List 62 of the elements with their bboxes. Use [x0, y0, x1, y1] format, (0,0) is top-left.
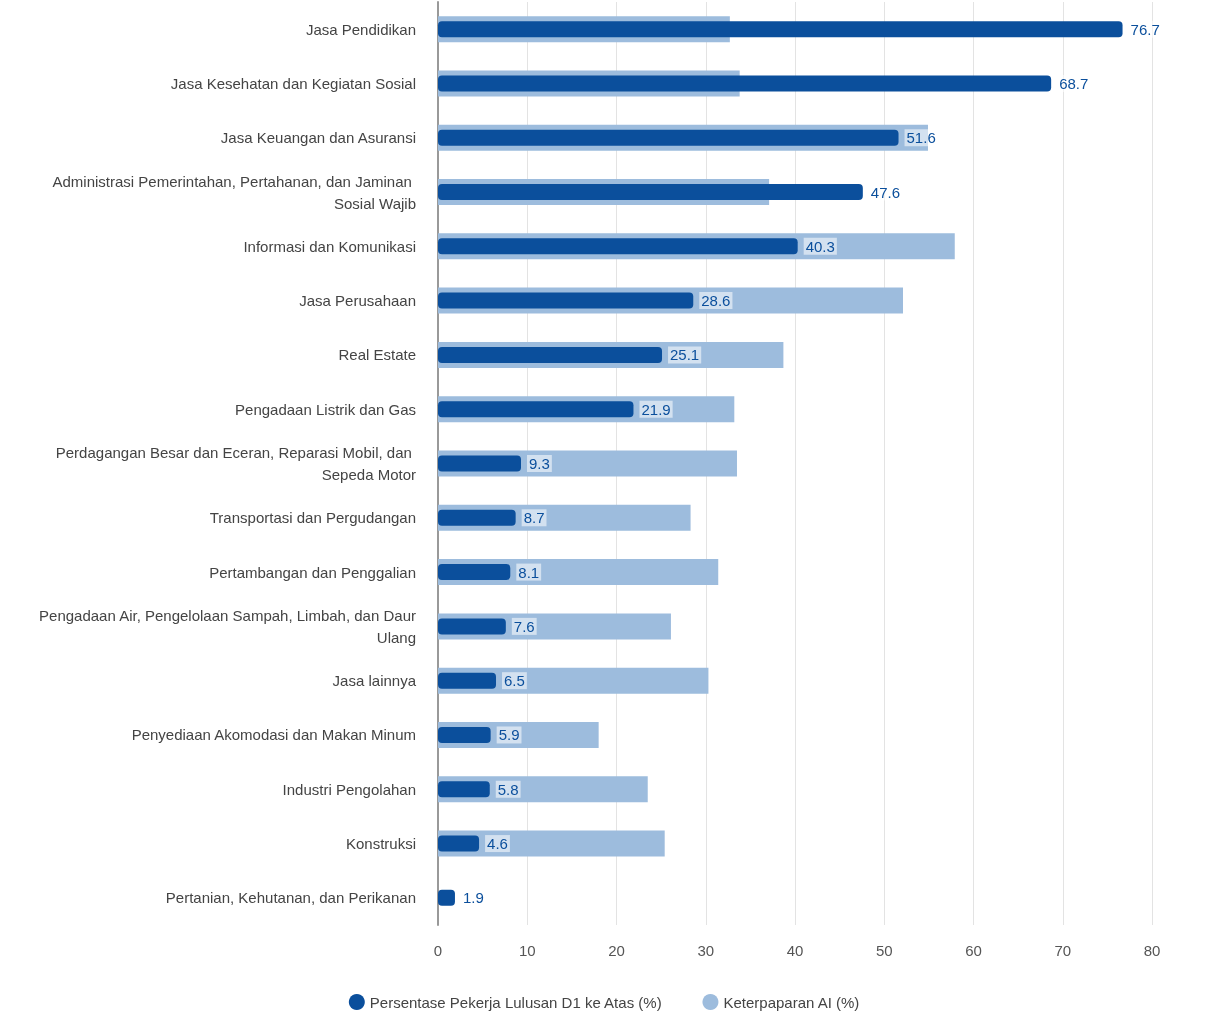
- data-label: 40.3: [805, 237, 835, 255]
- y-tick-label: Pertambangan dan Penggalian: [209, 563, 416, 581]
- y-tick-label: Real Estate: [338, 346, 416, 364]
- y-tick-label: Transportasi dan Pergudangan: [209, 509, 416, 527]
- data-label: 51.6: [906, 129, 936, 147]
- data-label: 6.5: [504, 672, 525, 690]
- data-label: 47.6: [870, 183, 901, 201]
- x-tick-label: 80: [1143, 942, 1161, 959]
- y-tick-label: Jasa lainnya: [332, 672, 417, 690]
- bar: [438, 889, 455, 906]
- data-label: 5.8: [497, 780, 519, 798]
- y-tick-label: Penyediaan Akomodasi dan Makan Minum: [131, 726, 416, 744]
- y-tick-label: Informasi dan Komunikasi: [243, 237, 416, 255]
- bar: [438, 292, 694, 309]
- data-label: 76.7: [1130, 20, 1160, 38]
- bar: [438, 455, 521, 472]
- bar: [438, 401, 634, 418]
- bar: [438, 781, 490, 798]
- y-tick-label: Jasa Keuangan dan Asuransi: [220, 129, 416, 147]
- bar: [438, 129, 899, 146]
- data-label: 25.1: [670, 346, 700, 364]
- bar: [438, 75, 1052, 92]
- y-tick-label: Industri Pengolahan: [282, 780, 416, 798]
- x-tick-label: 20: [608, 942, 625, 959]
- bar: [438, 184, 863, 201]
- data-label: 9.3: [529, 455, 550, 472]
- x-tick-label: 0: [433, 942, 443, 959]
- x-tick-label: 30: [697, 942, 715, 959]
- y-tick-label: Jasa Kesehatan dan Kegiatan Sosial: [170, 74, 416, 92]
- data-label: 8.1: [518, 563, 540, 581]
- bar: [438, 672, 497, 689]
- bar: [438, 564, 511, 581]
- x-tick-label: 10: [518, 942, 536, 959]
- legend-label: Persentase Pekerja Lulusan D1 ke Atas (%): [369, 993, 662, 1011]
- y-tick-label: Pengadaan Air, Pengelolaan Sampah, Limbah, dan Daur Ulang: [39, 606, 416, 646]
- data-label: 28.6: [701, 292, 731, 310]
- y-tick-label: Jasa Perusahaan: [299, 292, 416, 310]
- x-tick-label: 70: [1054, 942, 1072, 959]
- y-tick-label: Pengadaan Listrik dan Gas: [235, 400, 416, 418]
- legend-label: Keterpaparan AI (%): [723, 993, 860, 1011]
- x-tick-label: 60: [965, 942, 982, 959]
- bar: [438, 618, 506, 635]
- data-label: 4.6: [487, 835, 508, 853]
- y-tick-label: Konstruksi: [345, 835, 416, 853]
- data-label: 21.9: [641, 400, 671, 418]
- data-label: 8.7: [523, 509, 545, 527]
- y-tick-label: Administrasi Pemerintahan, Pertahanan, dan Jaminan Sosial Wajib: [52, 172, 416, 212]
- data-label: 5.9: [498, 726, 520, 744]
- data-label: 7.6: [513, 617, 535, 635]
- bar: [438, 726, 491, 743]
- bar: [438, 835, 480, 852]
- data-label: 1.9: [462, 889, 484, 907]
- data-label: 68.7: [1059, 74, 1089, 92]
- x-tick-label: 50: [875, 942, 893, 959]
- bar: [438, 346, 663, 363]
- bar: [438, 238, 798, 255]
- y-tick-label: Pertanian, Kehutanan, dan Perikanan: [165, 889, 416, 907]
- y-tick-label: Jasa Pendidikan: [305, 20, 416, 38]
- y-tick-label: Perdagangan Besar dan Eceran, Reparasi Mobil, dan Sepeda Motor: [55, 444, 416, 483]
- bar: [438, 21, 1123, 38]
- bar: [438, 509, 516, 526]
- x-tick-label: 40: [786, 942, 804, 959]
